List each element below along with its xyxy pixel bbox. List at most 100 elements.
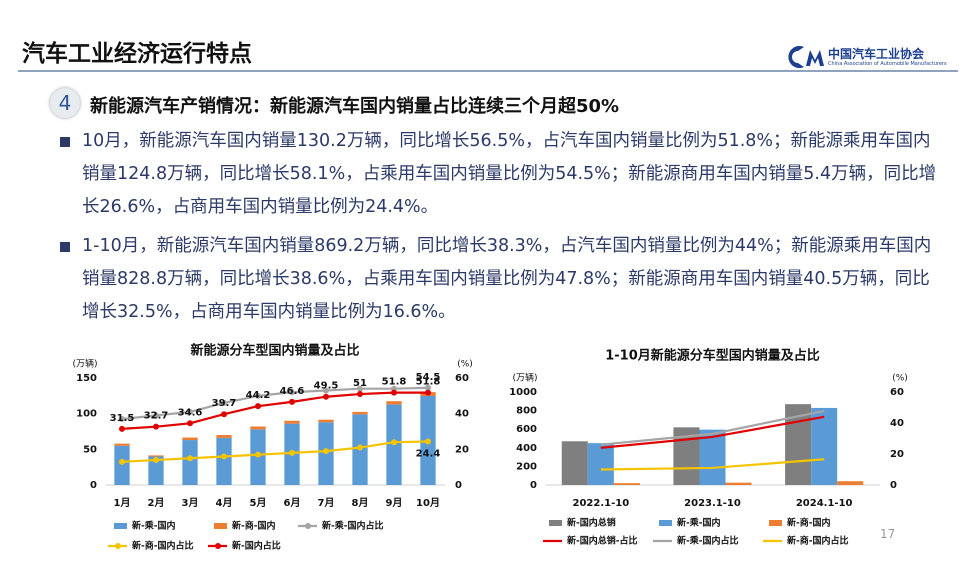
x-tick-label: 9月 (386, 497, 403, 509)
legend-swatch (214, 523, 227, 529)
legend-label: 新-国内占比 (232, 540, 281, 552)
legend-label: 新-乘-国内 (677, 517, 720, 529)
line (600, 415, 825, 449)
y-tick-label: 1000 (509, 387, 537, 398)
y-tick-label: 50 (83, 444, 97, 455)
chart-title: 1-10月新能源分车型国内销量及占比 (605, 348, 820, 364)
legend-label: 新-乘-国内 (132, 520, 175, 532)
legend-label: 新-国内总销-占比 (567, 535, 637, 547)
y-tick-label: 600 (516, 424, 537, 435)
logo-subtext: China Association of Automobile Manufact… (828, 61, 947, 67)
page-number: 17 (880, 527, 896, 541)
data-label: 39.7 (212, 398, 237, 409)
bar (148, 455, 164, 457)
y-tick-label: 200 (516, 461, 537, 472)
bar (216, 435, 232, 438)
legend-swatch (769, 520, 782, 526)
chart: 新能源分车型国内销量及占比 (万辆) (%) 0 50 100 150 0 20 40 60 1月 2月… (72, 343, 472, 552)
line (600, 409, 825, 446)
line-marker (255, 451, 261, 458)
data-label: 54.5 (416, 372, 441, 383)
x-tick-label: 2024.1-10 (796, 498, 853, 509)
bullet-text: 1-10月，新能源汽车国内销量869.2万辆，同比增长38.3%，占汽车国内销量… (82, 236, 932, 322)
line-marker (425, 384, 431, 391)
line (121, 386, 429, 421)
line-marker (357, 385, 363, 392)
x-tick-label: 3月 (182, 497, 199, 509)
line-marker (153, 423, 159, 430)
section-number: 4 (50, 88, 80, 118)
y2-tick-label: 60 (455, 373, 469, 384)
data-label: 51.8 (382, 377, 407, 388)
bar (114, 443, 130, 446)
logo-mark (788, 46, 824, 68)
x-tick-label: 2022.1-10 (573, 498, 630, 509)
line-marker (187, 420, 193, 427)
bar (250, 426, 266, 430)
line-marker (289, 449, 295, 456)
line-marker (255, 392, 261, 399)
y2-tick-label: 40 (455, 409, 469, 420)
y2-tick-label: 40 (890, 418, 904, 429)
y-axis-label: (万辆) (512, 372, 537, 384)
y-tick-label: 800 (516, 406, 537, 417)
data-label: 44.2 (246, 390, 271, 401)
bar (613, 483, 640, 485)
bar (811, 407, 838, 485)
x-tick-label: 2023.1-10 (684, 498, 741, 509)
line-marker (323, 448, 329, 455)
legend-swatch (114, 523, 127, 529)
line-marker (391, 389, 397, 396)
x-tick-label: 4月 (216, 497, 233, 509)
data-label: 51 (353, 378, 367, 389)
line (121, 440, 429, 463)
line-marker (153, 457, 159, 464)
x-tick-label: 6月 (284, 497, 301, 509)
line (121, 391, 428, 430)
line-marker (187, 408, 193, 415)
line-marker (289, 389, 295, 396)
legend-label: 新-商-国内 (232, 520, 275, 532)
y-tick-label: 400 (516, 443, 537, 454)
y-tick-label: 0 (530, 480, 537, 491)
data-label: 49.5 (314, 381, 339, 392)
line-marker (119, 458, 125, 465)
line-marker (323, 393, 329, 400)
legend-label: 新-乘-国内占比 (677, 535, 738, 547)
legend-marker (305, 523, 311, 529)
legend-swatch (549, 520, 562, 526)
data-label: 34.6 (178, 407, 203, 418)
line-marker (357, 444, 363, 451)
bullet-text: 10月，新能源汽车国内销量130.2万辆，同比增长56.5%，占汽车国内销量比例… (82, 131, 937, 217)
line-marker (221, 411, 227, 418)
y2-tick-label: 0 (890, 480, 897, 491)
bar (352, 411, 368, 415)
y2-tick-label: 60 (890, 387, 904, 398)
bar (114, 445, 130, 485)
legend-label: 新-国内总销 (567, 517, 616, 529)
bar (284, 420, 300, 424)
bar (561, 441, 588, 485)
bar (148, 456, 164, 485)
line-marker (391, 439, 397, 446)
line-marker (425, 389, 431, 396)
data-label: 31.5 (110, 413, 135, 424)
bar (386, 401, 402, 405)
line-marker (153, 412, 159, 419)
line-marker (289, 398, 295, 405)
line-marker (221, 453, 227, 460)
bar (182, 437, 198, 441)
y2-axis-label: (%) (892, 374, 908, 384)
x-tick-label: 8月 (352, 497, 369, 509)
data-label: 32.7 (144, 411, 169, 422)
line-marker (187, 455, 193, 462)
x-tick-label: 7月 (318, 497, 335, 509)
line-marker (119, 416, 125, 423)
bar (318, 419, 334, 423)
data-label: 46.6 (280, 386, 305, 397)
bar (216, 437, 232, 485)
x-tick-label: 10月 (416, 497, 440, 509)
page-title: 汽车工业经济运行特点 (22, 41, 252, 67)
x-tick-label: 2月 (148, 497, 165, 509)
